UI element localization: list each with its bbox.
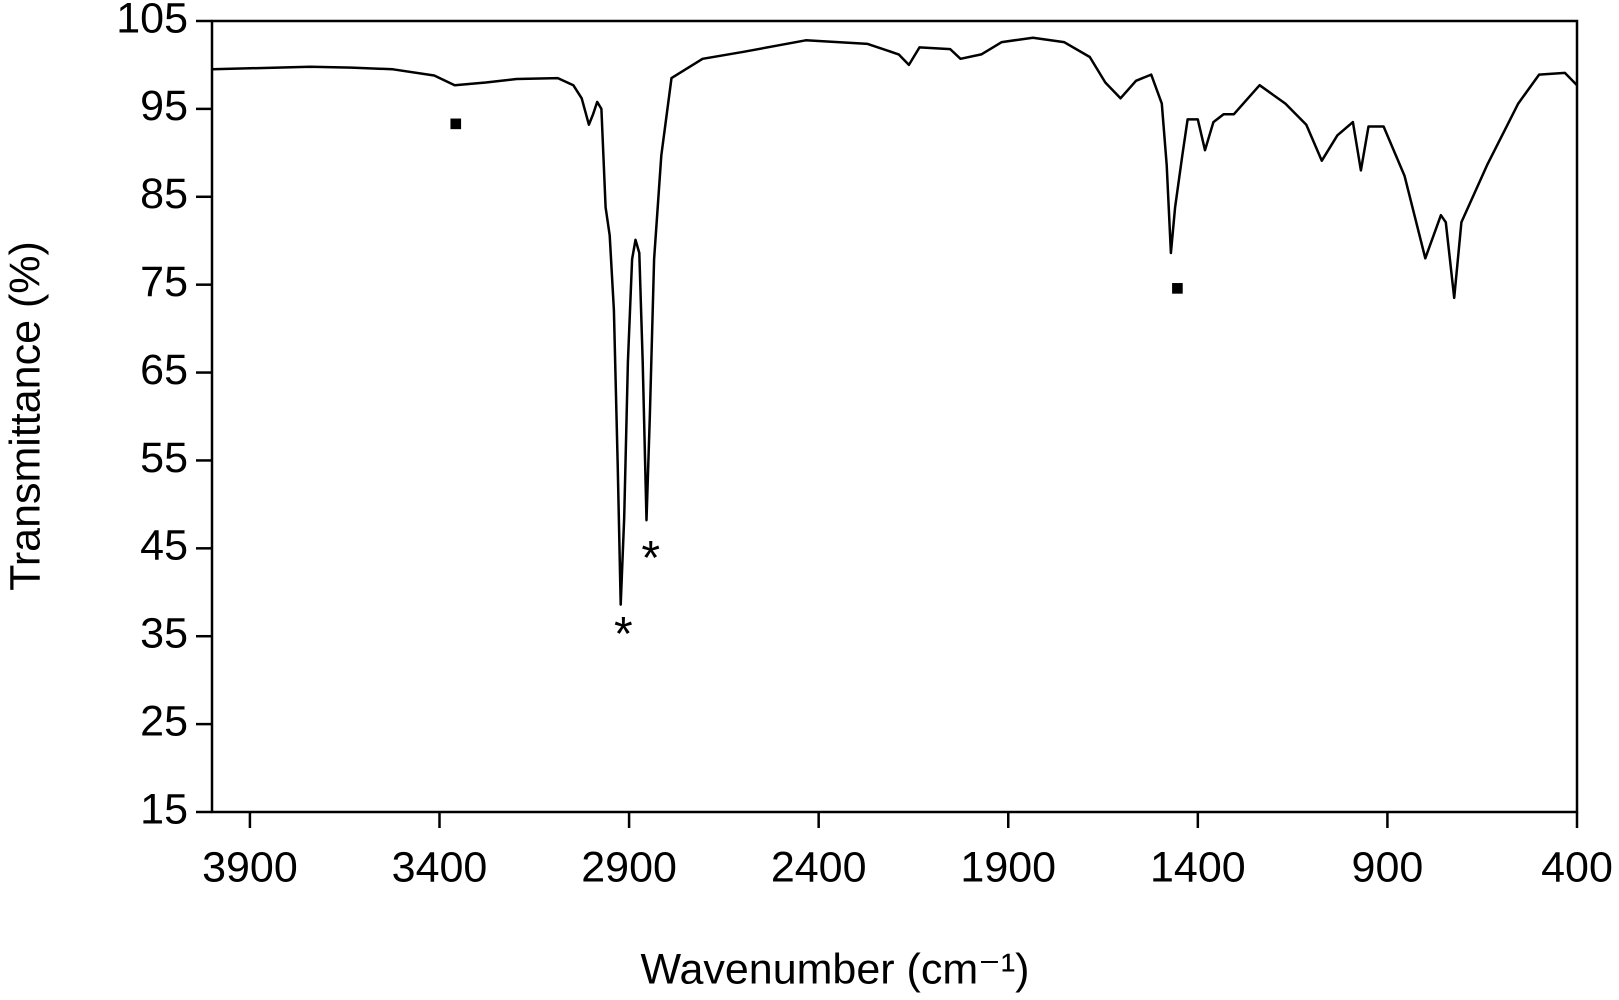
y-tick-label: 85 bbox=[140, 170, 188, 218]
y-tick-label: 25 bbox=[140, 697, 188, 745]
x-tick-label: 1400 bbox=[1150, 843, 1246, 891]
x-tick-label: 3900 bbox=[202, 843, 298, 891]
spectrum-line bbox=[211, 36, 1578, 606]
annotation: ■ bbox=[1171, 275, 1184, 300]
annotation: * bbox=[614, 608, 633, 661]
x-axis-title: Wavenumber (cm⁻¹) bbox=[640, 945, 1029, 993]
annotation: * bbox=[641, 532, 660, 585]
x-tick-label: 3400 bbox=[392, 843, 488, 891]
y-tick-label: 15 bbox=[140, 785, 188, 833]
x-tick-label: 2400 bbox=[771, 843, 867, 891]
y-tick-label: 75 bbox=[140, 258, 188, 306]
x-tick-label: 400 bbox=[1541, 843, 1613, 891]
y-axis-title: Transmittance (%) bbox=[1, 241, 49, 591]
x-tick-label: 900 bbox=[1352, 843, 1424, 891]
x-tick-label: 1900 bbox=[960, 843, 1056, 891]
y-tick-label: 55 bbox=[140, 434, 188, 482]
y-tick-label: 65 bbox=[140, 346, 188, 394]
y-tick-label: 105 bbox=[116, 0, 188, 42]
plot-frame bbox=[210, 19, 1579, 814]
y-tick-label: 45 bbox=[140, 522, 188, 570]
annotation: ■ bbox=[449, 111, 462, 136]
y-tick-label: 35 bbox=[140, 610, 188, 658]
y-tick-label: 95 bbox=[140, 82, 188, 130]
x-tick-label: 2900 bbox=[581, 843, 677, 891]
